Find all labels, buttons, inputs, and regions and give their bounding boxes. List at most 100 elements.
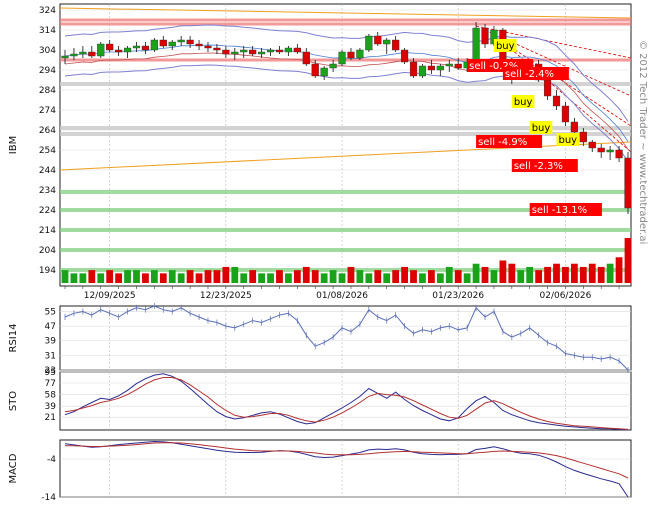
signal-box xyxy=(511,95,535,108)
volume-bar xyxy=(570,263,578,283)
candle-body xyxy=(427,65,435,71)
signal-label: sell -13.1% xyxy=(532,205,587,216)
volume-bar xyxy=(186,270,194,283)
support-level xyxy=(60,208,631,212)
candle-body xyxy=(311,63,319,77)
volume-bar xyxy=(365,273,373,283)
sell-signal: sell -13.1% xyxy=(529,203,602,216)
volume-bar xyxy=(597,266,605,283)
volume-bar xyxy=(61,270,69,283)
candle-body xyxy=(240,49,248,53)
moving-average xyxy=(64,44,629,142)
candle-body xyxy=(159,39,167,47)
x-tick-label: 01/08/2026 xyxy=(316,291,368,301)
candle-body xyxy=(445,63,453,67)
buy-signal: buy xyxy=(493,39,517,52)
y-tick-label: 39 xyxy=(45,402,57,412)
range-band xyxy=(60,82,631,86)
volume-bar xyxy=(606,263,614,283)
sell-signal: sell -4.9% xyxy=(476,135,543,148)
y-tick-label: 55 xyxy=(45,307,56,317)
candle-body xyxy=(606,149,614,153)
candle-body xyxy=(195,43,203,47)
candle-body xyxy=(70,53,78,57)
candle-body xyxy=(231,51,239,55)
volume-bar xyxy=(472,263,480,283)
volume-bar xyxy=(490,270,498,283)
candle-body xyxy=(177,39,185,43)
panel-frame xyxy=(59,371,632,431)
signal-box xyxy=(502,67,569,80)
sell-signal: sell -2.3% xyxy=(511,159,578,172)
candle-body xyxy=(338,51,346,65)
volume-bar xyxy=(249,270,257,283)
candle-body xyxy=(579,131,587,143)
candle-body xyxy=(186,39,194,45)
candle-body xyxy=(123,47,132,53)
y-tick-label: 47 xyxy=(45,322,56,332)
y-axis-label: MACD xyxy=(8,453,19,483)
downtrend-line xyxy=(493,35,631,127)
volume-bar xyxy=(526,266,534,283)
volume-bar xyxy=(258,273,265,283)
y-axis-label: RSI14 xyxy=(8,324,19,353)
y-tick-label: 21 xyxy=(45,413,56,423)
y-tick-label: 264 xyxy=(39,126,56,136)
volume-bar xyxy=(302,266,310,283)
candle-body xyxy=(383,39,391,45)
volume-bar xyxy=(401,266,408,283)
signal-box xyxy=(529,121,553,134)
signal-label: sell -4.9% xyxy=(478,137,527,148)
volume-bar xyxy=(481,266,489,283)
volume-bar xyxy=(338,273,346,283)
y-tick-label: 314 xyxy=(39,26,56,36)
y-tick-label: 31 xyxy=(45,351,56,361)
candle-body xyxy=(213,47,221,51)
candle-body xyxy=(624,157,631,209)
volume-bar xyxy=(579,266,587,283)
resistance-level xyxy=(60,18,631,22)
volume-bar xyxy=(445,266,453,283)
volume-bar xyxy=(436,273,444,283)
buy-signal: buy xyxy=(556,133,580,146)
volume-bar xyxy=(97,273,105,283)
support-level xyxy=(60,248,631,252)
candle-body xyxy=(168,41,176,47)
signal-box xyxy=(476,135,543,148)
sto-d-line xyxy=(64,377,629,430)
candle-body xyxy=(374,35,382,45)
signal-box xyxy=(493,39,517,52)
y-tick-label: 304 xyxy=(39,46,56,56)
signal-label: buy xyxy=(496,41,515,52)
x-tick-label: 02/06/2026 xyxy=(540,291,592,301)
upper-band xyxy=(64,24,629,122)
volume-bar xyxy=(88,270,96,283)
buy-signal: buy xyxy=(511,95,535,108)
volume-bar xyxy=(133,270,140,283)
signal-label: sell -2.4% xyxy=(505,69,554,80)
signal-label: sell -0.2% xyxy=(469,61,518,72)
signal-label: buy xyxy=(532,123,551,134)
volume-bar xyxy=(213,270,221,283)
candle-body xyxy=(132,45,141,49)
support-level xyxy=(60,190,631,194)
volume-bar xyxy=(106,270,114,283)
candle-body xyxy=(365,35,373,51)
volume-bar xyxy=(204,270,212,283)
sell-signal: sell -2.4% xyxy=(502,67,569,80)
candle-body xyxy=(588,141,596,149)
candle-body xyxy=(347,51,355,59)
candle-body xyxy=(454,63,462,69)
volume-bar xyxy=(285,273,292,283)
volume-bar xyxy=(419,273,426,283)
candle-body xyxy=(293,47,301,53)
range-band xyxy=(60,126,631,130)
rsi-line xyxy=(64,305,629,371)
volume-bar xyxy=(615,257,623,283)
candle-body xyxy=(561,105,570,123)
volume-bar xyxy=(544,266,551,283)
volume-bar xyxy=(374,270,382,283)
volume-bar xyxy=(240,273,248,283)
signal-label: buy xyxy=(514,97,533,108)
volume-bar xyxy=(150,270,158,283)
